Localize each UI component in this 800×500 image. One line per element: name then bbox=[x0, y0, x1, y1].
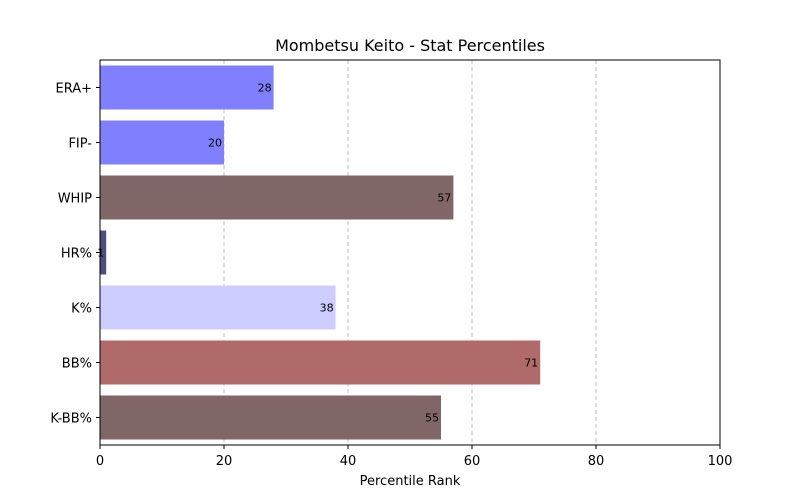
x-tick-label: 60 bbox=[464, 454, 481, 469]
bar-value-label: 1 bbox=[97, 247, 104, 260]
bar bbox=[100, 175, 454, 220]
bars bbox=[100, 65, 541, 440]
x-axis-label: Percentile Rank bbox=[360, 474, 461, 489]
y-tick-label: K% bbox=[71, 302, 92, 317]
x-tick-label: 20 bbox=[216, 454, 233, 469]
bar bbox=[100, 285, 336, 330]
bar-value-label: 71 bbox=[524, 357, 538, 370]
y-axis-ticks: ERA+ FIP- WHIP HR% K% BB% K-BB% bbox=[50, 82, 100, 427]
y-tick-label: K-BB% bbox=[50, 412, 92, 427]
bar bbox=[100, 340, 541, 385]
grid-lines bbox=[223, 60, 597, 445]
bar-value-label: 28 bbox=[258, 82, 272, 95]
y-tick-label: HR% bbox=[61, 247, 92, 262]
bar-value-label: 20 bbox=[208, 137, 222, 150]
bar-value-label: 57 bbox=[437, 192, 451, 205]
bar-value-label: 38 bbox=[320, 302, 334, 315]
bar-value-labels: 28 20 57 1 38 71 55 bbox=[97, 82, 538, 425]
x-tick-label: 40 bbox=[340, 454, 357, 469]
bar bbox=[100, 65, 274, 110]
chart-title: Mombetsu Keito - Stat Percentiles bbox=[275, 36, 545, 55]
y-tick-label: BB% bbox=[62, 357, 92, 372]
bar bbox=[100, 120, 224, 165]
x-tick-label: 100 bbox=[708, 454, 733, 469]
y-tick-label: WHIP bbox=[58, 192, 92, 207]
x-tick-label: 0 bbox=[96, 454, 104, 469]
x-axis-ticks: 0 20 40 60 80 100 bbox=[96, 445, 733, 469]
plot-frame bbox=[99, 59, 721, 446]
x-tick-label: 80 bbox=[588, 454, 605, 469]
bar bbox=[100, 395, 441, 440]
bar-value-label: 55 bbox=[425, 412, 439, 425]
y-tick-label: ERA+ bbox=[55, 82, 92, 97]
bar bbox=[100, 230, 107, 275]
y-tick-label: FIP- bbox=[68, 137, 92, 152]
